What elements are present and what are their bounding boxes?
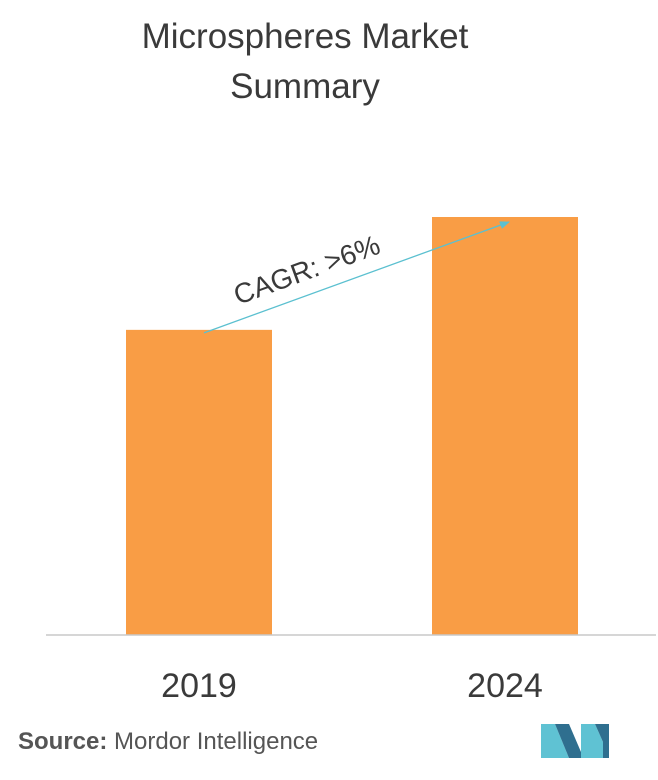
chart-title: Microspheres Market Summary: [60, 12, 550, 112]
bar-chart: 2019 2024 CAGR: >6%: [46, 217, 656, 700]
source-label: Source:: [18, 728, 108, 755]
bar-2019: [126, 329, 272, 635]
bar-2024: [432, 217, 578, 635]
chart-title-line-1: Microspheres Market: [141, 17, 469, 56]
mordor-intelligence-logo-icon: [541, 724, 609, 758]
chart-title-line-2: Summary: [230, 67, 380, 106]
source-text: Mordor Intelligence: [114, 728, 319, 755]
x-tick-label-2024: 2024: [467, 667, 543, 700]
cagr-annotation: CAGR: >6%: [229, 229, 384, 310]
source-line: Source: Mordor Intelligence: [18, 728, 318, 756]
cagr-arrow: [203, 221, 510, 334]
x-tick-label-2019: 2019: [161, 667, 237, 700]
